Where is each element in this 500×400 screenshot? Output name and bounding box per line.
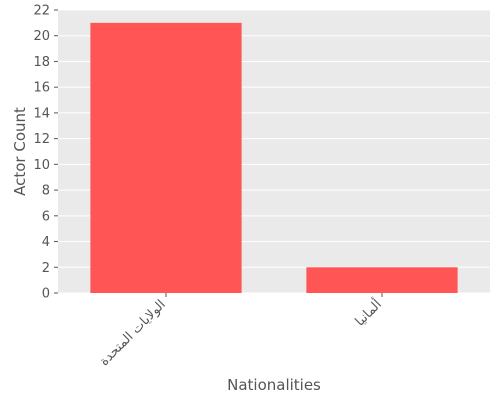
y-tick-label: 10 xyxy=(33,158,50,173)
y-tick-label: 12 xyxy=(33,132,50,147)
x-axis-ticks: الولايات المتحدة ألمانيا xyxy=(97,293,385,369)
y-tick-label: 4 xyxy=(42,235,50,250)
y-tick-label: 20 xyxy=(33,29,50,44)
x-axis-title: Nationalities xyxy=(227,376,321,394)
y-tick-label: 0 xyxy=(42,287,50,302)
y-tick-label: 2 xyxy=(42,261,50,276)
bar xyxy=(90,22,242,293)
bars xyxy=(90,22,458,293)
y-tick-label: 16 xyxy=(33,81,50,96)
y-tick-label: 22 xyxy=(33,4,50,19)
y-tick-label: 18 xyxy=(33,55,50,70)
y-tick-label: 8 xyxy=(42,184,50,199)
x-tick-label: ألمانيا xyxy=(351,296,385,330)
bar xyxy=(306,267,458,293)
y-axis-ticks: 0 2 4 6 8 10 12 14 16 18 20 22 xyxy=(33,4,58,302)
x-tick-label: الولايات المتحدة xyxy=(97,297,169,369)
y-axis-title: Actor Count xyxy=(11,107,29,196)
y-tick-label: 6 xyxy=(42,209,50,224)
y-tick-label: 14 xyxy=(33,106,50,121)
